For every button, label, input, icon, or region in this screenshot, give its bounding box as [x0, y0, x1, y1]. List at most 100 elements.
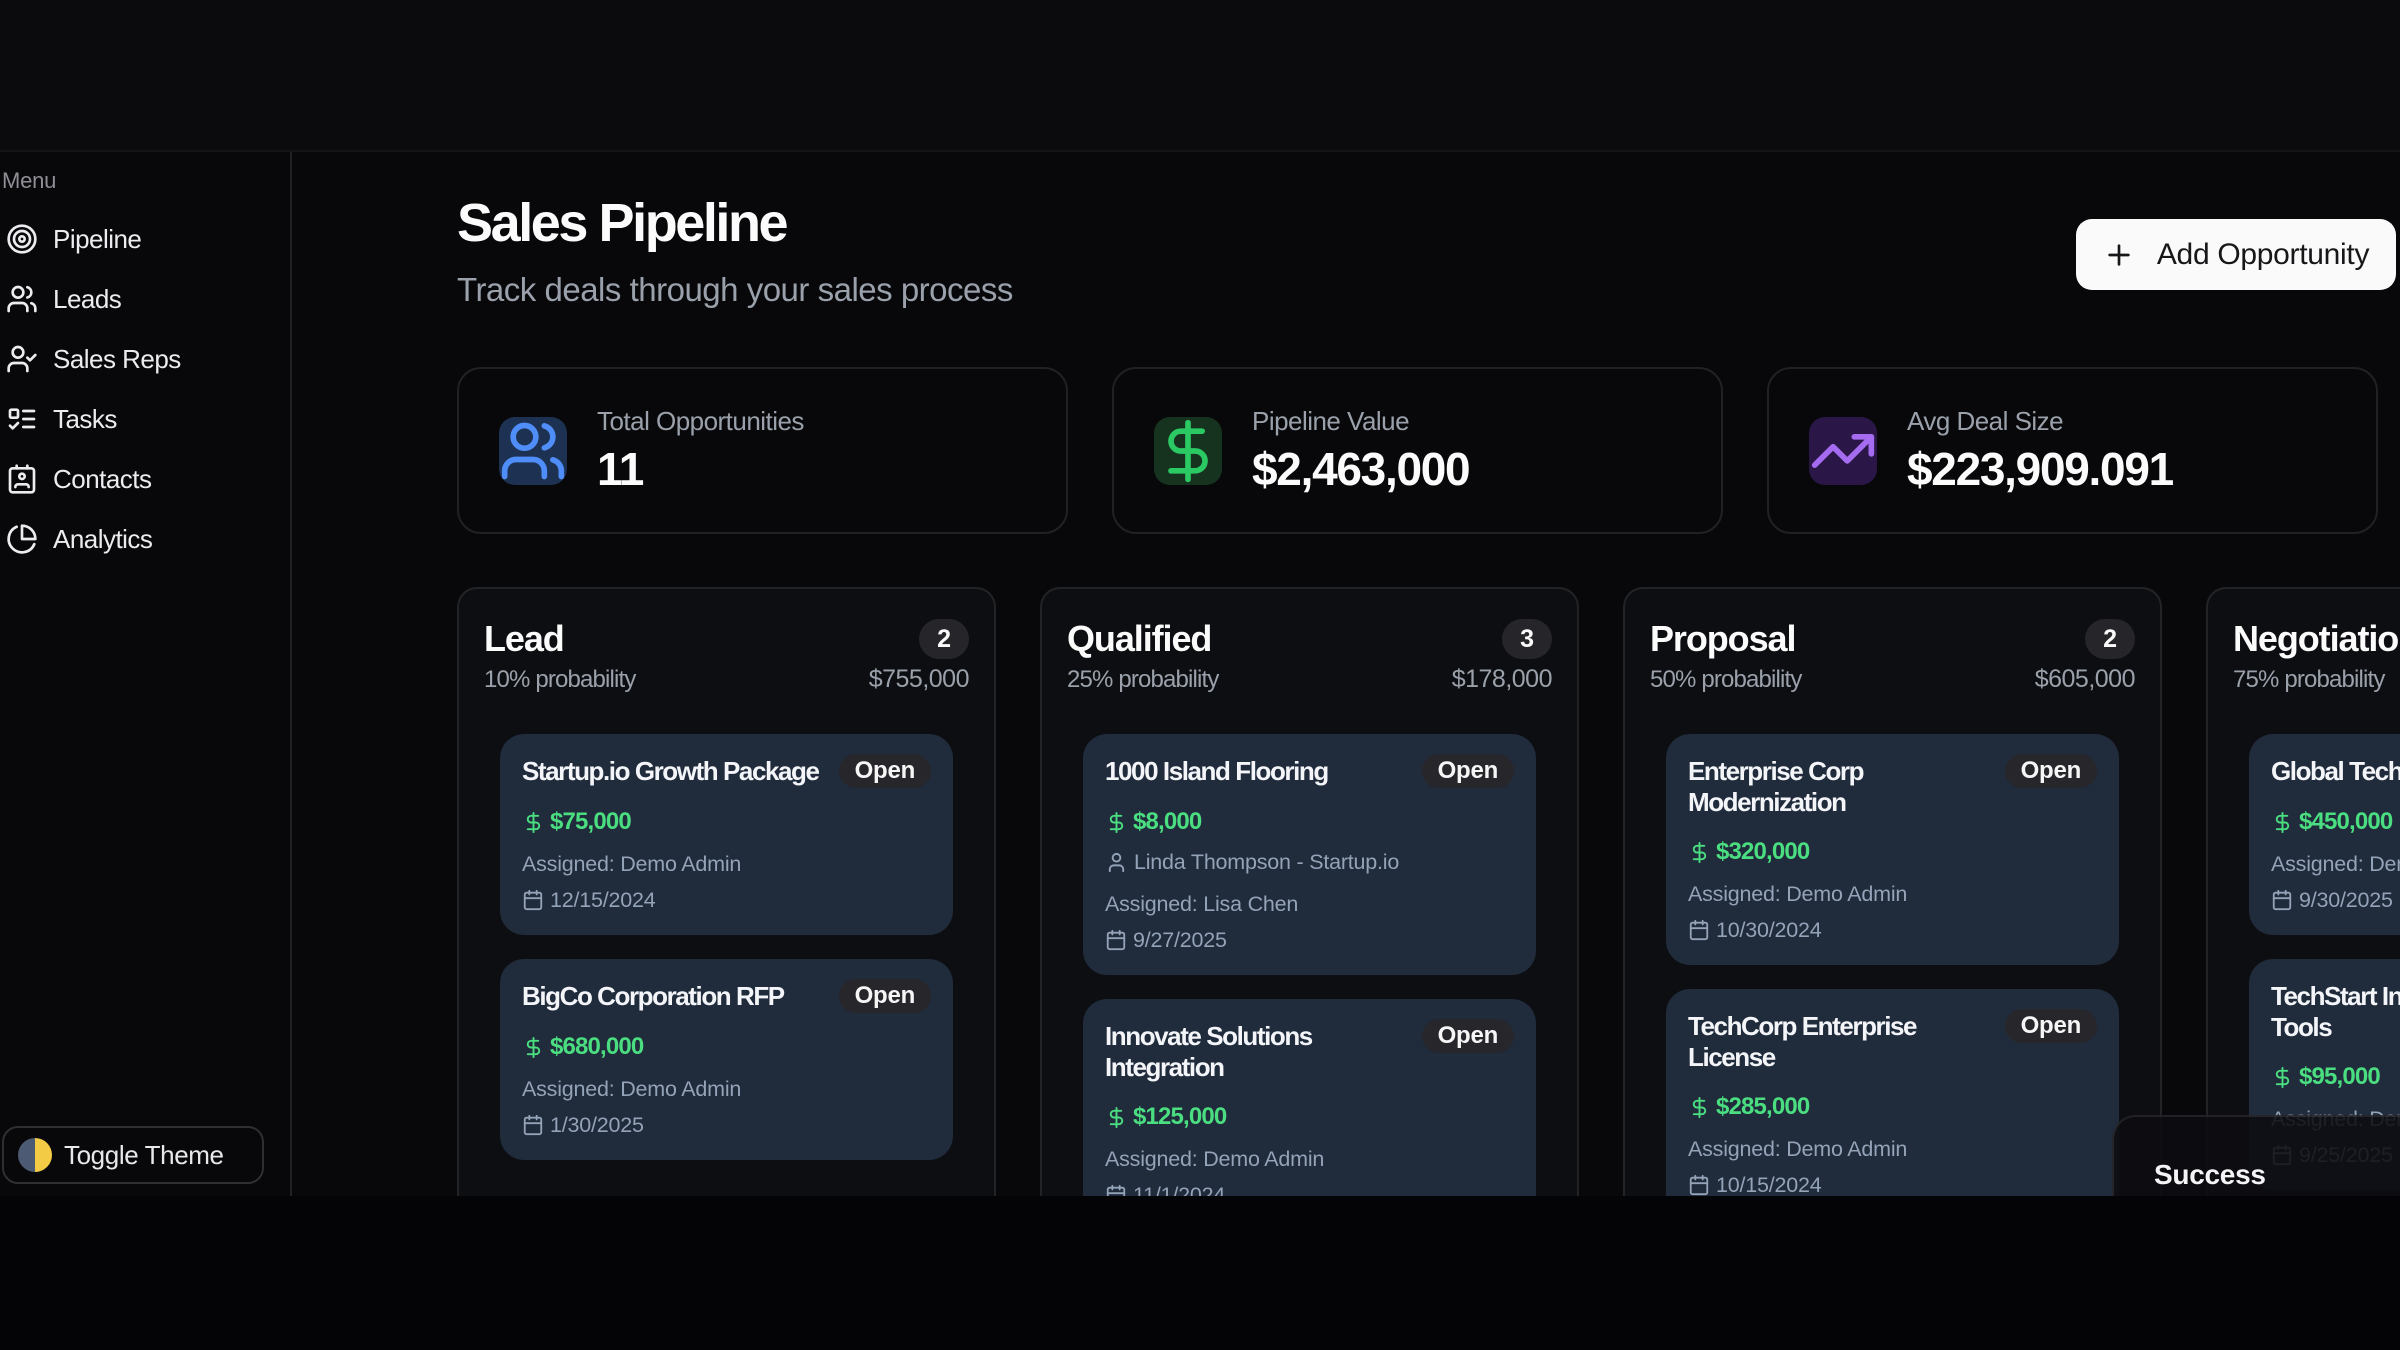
column-total: $605,000 [2034, 665, 2136, 693]
dollar-sign-icon-box [1154, 416, 1222, 485]
opportunity-card-top: TechStart Infrastructure Tools Open [2271, 979, 2400, 1043]
opportunity-date: 10/15/2024 [1716, 1172, 1822, 1197]
stat-info: Avg Deal Size $223,909.091 [1907, 406, 2174, 495]
opportunity-date: 1/30/2025 [550, 1112, 644, 1137]
opportunity-card-top: Enterprise Corp Modernization Open [1688, 754, 2097, 818]
opportunity-assigned: Assigned: Demo Admin [1105, 1146, 1325, 1171]
opportunity-date: 12/15/2024 [550, 887, 656, 912]
opportunity-card-top: Global Tech Upgrade Open [2271, 754, 2400, 788]
add-opportunity-button[interactable]: Add Opportunity [2076, 219, 2396, 290]
pie-chart-icon [7, 524, 37, 554]
opportunity-amount: $8,000 [1133, 808, 1202, 835]
column-total: $178,000 [1451, 665, 1553, 693]
opportunity-amount-row: $285,000 [1688, 1090, 2097, 1124]
sidebar-item[interactable]: Analytics [0, 509, 290, 569]
opportunity-card[interactable]: Startup.io Growth Package Open $75,000 [500, 734, 953, 935]
sidebar-item-label: Tasks [53, 403, 117, 434]
opportunity-amount: $450,000 [2299, 808, 2393, 835]
opportunity-card-top: Innovate Solutions Integration Open [1105, 1019, 1514, 1083]
opportunity-card[interactable]: TechCorp Enterprise License Open $285,00… [1666, 989, 2119, 1196]
opportunity-card[interactable]: Innovate Solutions Integration Open $125… [1083, 999, 1536, 1196]
sidebar-item-label: Analytics [53, 523, 153, 554]
plus-icon [2103, 239, 2135, 271]
column-cards: Startup.io Growth Package Open $75,000 [500, 734, 953, 1196]
opportunity-card-top: TechCorp Enterprise License Open [1688, 1009, 2097, 1073]
column-header: Proposal 2 [1650, 617, 2135, 661]
opportunity-assigned-row: Assigned: Demo Admin [1688, 877, 2097, 911]
opportunity-card[interactable]: BigCo Corporation RFP Open $680,000 [500, 959, 953, 1160]
opportunity-status-badge: Open [838, 754, 931, 788]
opportunity-date-row: 12/15/2024 [522, 883, 931, 917]
calendar-icon [523, 1114, 543, 1136]
toggle-theme-button[interactable]: Toggle Theme [2, 1126, 264, 1184]
sidebar-item-label: Leads [53, 283, 122, 314]
stat-card: Pipeline Value $2,463,000 [1112, 367, 1723, 534]
opportunity-amount: $680,000 [550, 1033, 644, 1060]
opportunity-title: TechCorp Enterprise License [1688, 1011, 1918, 1072]
trending-up-icon [1811, 433, 1875, 468]
list-todo-icon [8, 408, 36, 430]
column-count-badge: 3 [1502, 619, 1552, 659]
opportunity-amount: $285,000 [1716, 1093, 1810, 1120]
sidebar-item[interactable]: Sales Reps [0, 329, 290, 389]
opportunity-assigned: Assigned: Demo Admin [2271, 851, 2400, 876]
trending-up-icon-box [1809, 416, 1877, 485]
opportunity-assigned: Assigned: Demo Admin [522, 851, 742, 876]
success-toast[interactable]: Success [2112, 1115, 2400, 1196]
column-name: Proposal [1650, 618, 1796, 659]
opportunity-amount: $320,000 [1716, 838, 1810, 865]
column-header: Negotiation 2 [2233, 617, 2400, 661]
opportunity-title: Global Tech Upgrade [2271, 756, 2400, 786]
contact-icon-box [6, 463, 38, 495]
sidebar-item[interactable]: Contacts [0, 449, 290, 509]
stat-value: $223,909.091 [1907, 443, 2174, 495]
opportunity-title: Innovate Solutions Integration [1105, 1021, 1313, 1082]
pipeline-column: Negotiation 2 75% probability $545,000 [2206, 587, 2400, 1196]
sidebar-item-label: Pipeline [53, 223, 142, 254]
opportunity-date-row: 9/30/2025 [2271, 883, 2400, 917]
opportunity-date: 11/1/2024 [1133, 1182, 1226, 1197]
dollar-sign-icon [2275, 811, 2290, 833]
opportunity-card[interactable]: Enterprise Corp Modernization Open $320,… [1666, 734, 2119, 965]
column-probability: 50% probability [1650, 666, 1802, 693]
opportunity-card-top: BigCo Corporation RFP Open [522, 979, 931, 1013]
opportunity-title: BigCo Corporation RFP [522, 981, 785, 1011]
users-icon [501, 422, 565, 479]
opportunity-card[interactable]: Global Tech Upgrade Open $450,000 [2249, 734, 2400, 935]
dollar-sign-icon [1168, 419, 1208, 482]
plus-icon [2108, 243, 2130, 266]
dollar-sign-icon [526, 1036, 541, 1058]
calendar-icon [1689, 919, 1709, 941]
sidebar: Menu Pipeline Leads Sales Reps [0, 152, 292, 1196]
dollar-sign-icon [2275, 1066, 2290, 1088]
opportunity-card[interactable]: 1000 Island Flooring Open $8,000 [1083, 734, 1536, 975]
opportunity-assigned: Assigned: Demo Admin [522, 1076, 742, 1101]
opportunity-title: Startup.io Growth Package [522, 756, 820, 786]
calendar-icon [1689, 1174, 1709, 1196]
sidebar-item[interactable]: Tasks [0, 389, 290, 449]
users-icon-box [499, 416, 567, 485]
column-total: $755,000 [868, 665, 970, 693]
opportunity-date-row: 1/30/2025 [522, 1108, 931, 1142]
pipeline-column: Qualified 3 25% probability $178,000 [1040, 587, 1579, 1196]
sidebar-item-label: Sales Reps [53, 343, 181, 374]
column-subheader: 25% probability $178,000 [1067, 663, 1553, 696]
top-band [0, 0, 2400, 150]
opportunity-amount-row: $75,000 [522, 805, 931, 839]
opportunity-date-row: 11/1/2024 [1105, 1178, 1514, 1196]
sidebar-item-label: Contacts [53, 463, 152, 494]
opportunity-amount-row: $95,000 [2271, 1060, 2400, 1094]
stat-value: 11 [597, 443, 644, 495]
opportunity-assigned: Assigned: Demo Admin [1688, 881, 1908, 906]
column-cards: Enterprise Corp Modernization Open $320,… [1666, 734, 2119, 1196]
app-window: Menu Pipeline Leads Sales Reps [0, 150, 2400, 1196]
opportunity-assigned-row: Assigned: Demo Admin [2271, 847, 2400, 881]
opportunity-assigned: Assigned: Lisa Chen [1105, 891, 1299, 916]
opportunity-amount-row: $125,000 [1105, 1100, 1514, 1134]
users-icon-box [6, 283, 38, 315]
opportunity-amount-row: $320,000 [1688, 835, 2097, 869]
user-check-icon-box [6, 343, 38, 375]
sidebar-item[interactable]: Leads [0, 269, 290, 329]
opportunity-status-badge: Open [2004, 1009, 2097, 1043]
sidebar-item[interactable]: Pipeline [0, 209, 290, 269]
